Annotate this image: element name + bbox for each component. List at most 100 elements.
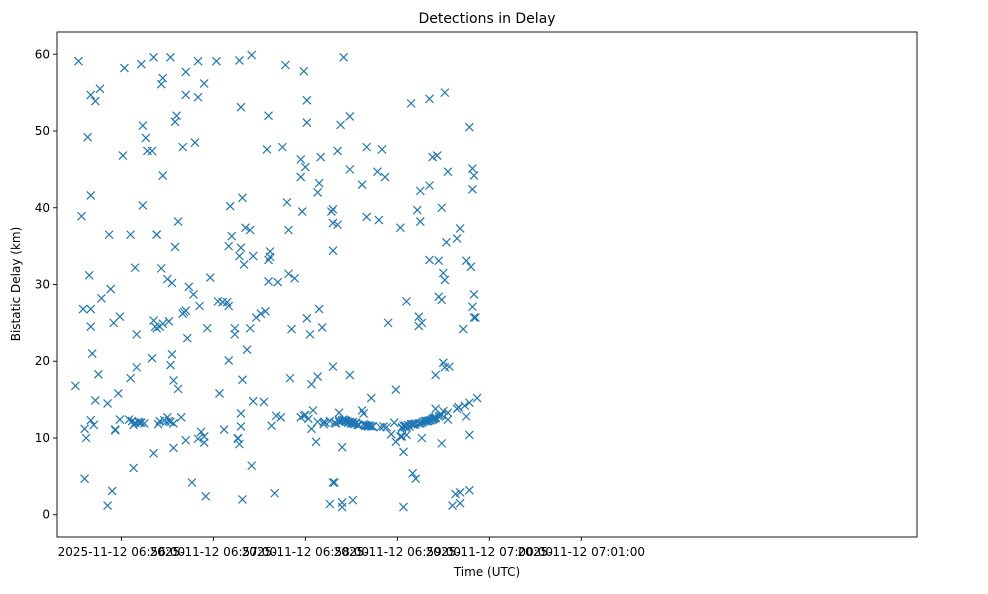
data-point [273, 277, 283, 287]
data-point [224, 301, 234, 311]
data-point [412, 205, 422, 215]
data-point [90, 395, 100, 405]
y-tick-label: 20 [35, 354, 50, 368]
data-point [147, 146, 157, 156]
data-point [126, 230, 136, 240]
data-point [297, 207, 307, 217]
data-point [460, 401, 470, 411]
data-point [205, 273, 215, 283]
data-point [443, 408, 453, 418]
data-point [337, 498, 347, 507]
data-point [374, 215, 384, 225]
data-point [103, 501, 113, 510]
data-point [261, 306, 270, 316]
data-point [143, 146, 152, 156]
data-point [339, 52, 349, 62]
data-point [138, 201, 148, 210]
y-tick-label: 0 [42, 508, 50, 522]
data-point [115, 312, 125, 322]
data-point [383, 318, 393, 328]
data-point [377, 144, 387, 154]
data-point [468, 302, 477, 312]
data-point [80, 424, 90, 434]
data-point [236, 422, 246, 431]
data-point [70, 381, 80, 391]
data-point [167, 349, 177, 359]
data-point [184, 282, 194, 292]
data-point [366, 422, 376, 431]
data-point [437, 438, 447, 448]
data-point [95, 84, 105, 94]
data-point [437, 295, 447, 305]
data-point [248, 251, 258, 261]
data-point [83, 132, 93, 142]
data-point [431, 370, 441, 380]
data-point [158, 73, 168, 83]
data-point [299, 66, 309, 76]
data-point [87, 349, 97, 358]
data-point [267, 421, 277, 431]
data-point [196, 427, 206, 437]
data-point [316, 152, 326, 162]
data-point [290, 273, 300, 283]
data-point [417, 318, 427, 328]
y-tick-label: 50 [35, 124, 50, 138]
data-point [149, 448, 159, 458]
data-point [173, 384, 183, 394]
data-point [415, 186, 425, 196]
data-point [234, 55, 244, 65]
data-point [227, 231, 237, 241]
data-point [296, 172, 306, 182]
data-point [284, 225, 293, 235]
data-point [389, 418, 399, 428]
data-point [93, 369, 103, 379]
data-point [406, 98, 416, 108]
data-point [169, 418, 178, 428]
data-point [380, 172, 390, 182]
y-axis-label: Bistatic Delay (km) [9, 227, 23, 342]
data-point [265, 252, 275, 262]
data-point [366, 393, 376, 403]
data-point [379, 422, 388, 431]
data-point [166, 52, 175, 62]
data-point [193, 92, 203, 102]
data-point [328, 246, 338, 256]
data-point [241, 223, 250, 233]
data-point [425, 181, 434, 190]
data-point [466, 262, 476, 272]
data-point [77, 211, 86, 221]
data-point [411, 474, 421, 484]
data-point [328, 478, 338, 487]
data-point [461, 256, 471, 266]
data-point [189, 290, 198, 299]
data-point [166, 360, 175, 370]
data-point [256, 309, 266, 319]
data-point [81, 433, 91, 443]
data-point [337, 502, 347, 512]
data-point [280, 60, 290, 70]
data-point [425, 255, 434, 265]
data-point [303, 414, 313, 424]
data-point [452, 234, 462, 243]
data-point [328, 362, 338, 372]
data-point [445, 362, 454, 372]
data-point [432, 151, 442, 160]
data-point [181, 90, 191, 100]
data-point [201, 491, 211, 501]
data-point [158, 319, 168, 329]
data-point [172, 111, 181, 121]
data-point [247, 461, 257, 471]
data-point [264, 111, 273, 121]
x-tick-label: 2025-11-12 06:58:00 [242, 545, 369, 559]
data-point [302, 95, 312, 105]
data-point [130, 263, 140, 273]
data-point [199, 78, 209, 88]
data-point [193, 434, 203, 444]
data-point [464, 430, 474, 440]
data-point [443, 415, 453, 425]
data-point [224, 241, 234, 251]
data-point [215, 389, 224, 398]
data-point [230, 323, 240, 333]
data-point [89, 420, 99, 430]
